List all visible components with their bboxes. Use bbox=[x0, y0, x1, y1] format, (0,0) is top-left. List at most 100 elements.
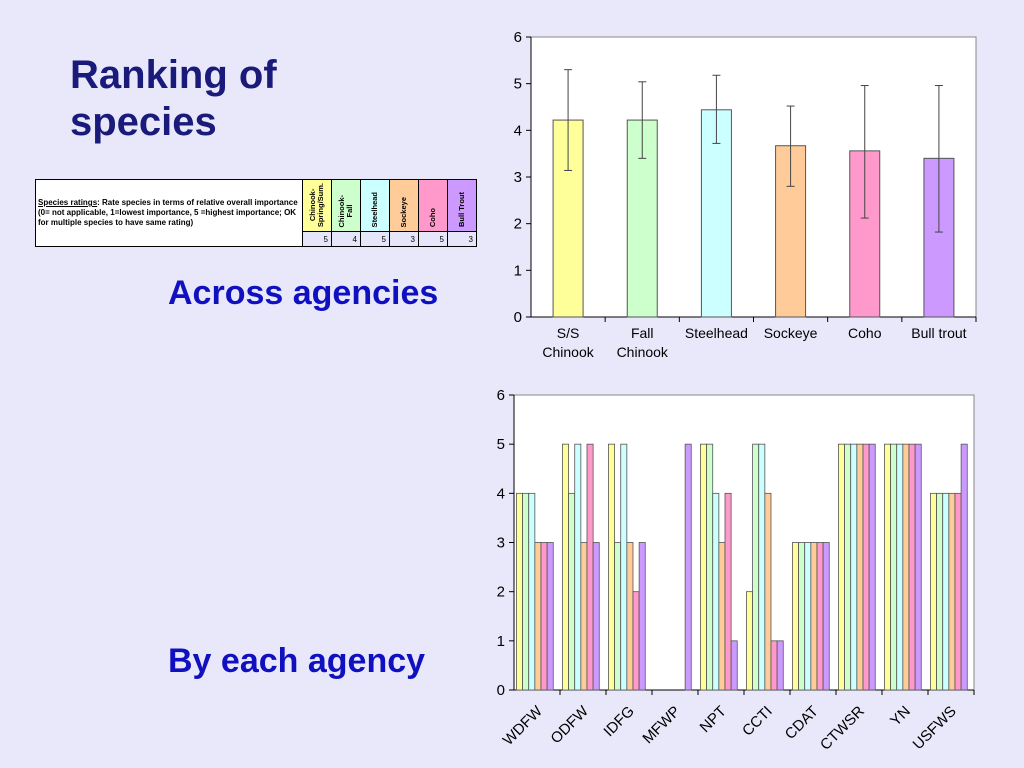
bottom-bar-ccti-1 bbox=[752, 443, 760, 691]
bottom-bar-ctwsr-3 bbox=[856, 443, 864, 691]
bottom-ytick-label: 2 bbox=[497, 584, 505, 601]
bottom-ytick-label: 5 bbox=[497, 436, 505, 453]
slide-title: Ranking of species bbox=[70, 53, 277, 145]
bottom-bar-odfw-5 bbox=[592, 542, 600, 691]
bottom-bar-ctwsr-5 bbox=[868, 443, 876, 691]
bottom-bar-ccti-3 bbox=[764, 492, 772, 691]
bottom-bar-usfws-2 bbox=[942, 492, 950, 691]
header-sockeye: Sockeye bbox=[389, 179, 419, 232]
bottom-ytick-label: 3 bbox=[497, 535, 505, 552]
chart-across-agencies: 0 1 2 3 4 5 6 S/S Chinook Fall Chinook Steelhead Soc… bbox=[514, 29, 977, 360]
subtitle-across-agencies: Across agencies bbox=[168, 274, 439, 312]
bottom-bar-idfg-3 bbox=[626, 542, 634, 691]
bottom-bar-npt-5 bbox=[730, 640, 738, 691]
bottom-bar-wdfw-1 bbox=[522, 492, 530, 691]
bottom-xtick-label: CDAT bbox=[782, 703, 822, 743]
top-ytick-label: 4 bbox=[514, 122, 522, 139]
bottom-bar-yn-4 bbox=[908, 443, 916, 691]
bottom-bar-odfw-2 bbox=[574, 443, 582, 691]
bottom-bar-idfg-4 bbox=[632, 591, 640, 691]
top-ytick-label: 5 bbox=[514, 76, 522, 93]
bottom-bar-cdat-2 bbox=[804, 542, 812, 691]
bottom-bar-ccti-5 bbox=[776, 640, 784, 691]
bottom-ytick-label: 4 bbox=[497, 485, 505, 502]
top-xtick-label: Fall Chinook bbox=[617, 325, 669, 360]
bottom-bar-idfg-0 bbox=[608, 443, 615, 691]
bottom-bar-wdfw-0 bbox=[516, 492, 523, 691]
rating-sockeye: 3 bbox=[389, 231, 419, 247]
top-ytick-label: 6 bbox=[514, 29, 522, 46]
bottom-bar-yn-3 bbox=[902, 443, 910, 691]
header-coho: Coho bbox=[418, 179, 448, 232]
bottom-bar-cdat-4 bbox=[816, 542, 824, 691]
bottom-bar-odfw-1 bbox=[568, 492, 576, 691]
top-xtick-label: Steelhead bbox=[685, 325, 748, 341]
bottom-bar-ccti-2 bbox=[758, 443, 766, 691]
bottom-xtick-label: WDFW bbox=[500, 702, 547, 749]
bottom-bar-usfws-4 bbox=[954, 492, 962, 691]
species-ratings-table: Species ratings: Rate species in terms o… bbox=[35, 179, 477, 247]
bottom-bar-idfg-1 bbox=[614, 542, 622, 691]
bottom-bar-usfws-0 bbox=[930, 492, 937, 691]
bottom-xtick-label: YN bbox=[887, 703, 914, 730]
bottom-bar-odfw-0 bbox=[562, 443, 569, 691]
bottom-xtick-label: NPT bbox=[697, 703, 730, 736]
bottom-bar-idfg-2 bbox=[620, 443, 628, 691]
bottom-bar-usfws-5 bbox=[960, 443, 968, 691]
bottom-bar-cdat-3 bbox=[810, 542, 818, 691]
bottom-bar-cdat-5 bbox=[822, 542, 830, 691]
bottom-bar-wdfw-4 bbox=[540, 542, 548, 691]
bottom-bar-ctwsr-2 bbox=[850, 443, 858, 691]
bottom-bar-mfwp-5 bbox=[684, 443, 692, 691]
header-chinook-fall: Chinook- Fall bbox=[331, 179, 361, 232]
header-chinook-spring-sum: Chinook- Spring/Sum. bbox=[302, 179, 332, 232]
ratings-label: Species ratings bbox=[38, 198, 98, 207]
ratings-description: Species ratings: Rate species in terms o… bbox=[35, 179, 303, 247]
bottom-ytick-label: 1 bbox=[497, 633, 505, 650]
top-xtick-label: Bull trout bbox=[911, 325, 966, 341]
bottom-ytick-label: 6 bbox=[497, 387, 505, 404]
bottom-bar-wdfw-3 bbox=[534, 542, 542, 691]
top-ytick-label: 0 bbox=[514, 309, 522, 326]
rating-chinook-spring-sum: 5 bbox=[302, 231, 332, 247]
bottom-xtick-label: MFWP bbox=[639, 703, 683, 747]
bottom-xtick-label: CCTI bbox=[739, 703, 776, 740]
bottom-bar-odfw-4 bbox=[586, 443, 594, 691]
bottom-bar-yn-2 bbox=[896, 443, 904, 691]
bottom-bar-yn-0 bbox=[884, 443, 891, 691]
bottom-xtick-label: IDFG bbox=[600, 703, 637, 740]
bottom-xtick-label: USFWS bbox=[910, 703, 960, 753]
top-ytick-label: 3 bbox=[514, 169, 522, 186]
bottom-bar-odfw-3 bbox=[580, 542, 588, 691]
bottom-bar-yn-5 bbox=[914, 443, 922, 691]
bottom-bar-ccti-0 bbox=[746, 591, 753, 691]
header-steelhead: Steelhead bbox=[360, 179, 390, 232]
top-xtick-label: Coho bbox=[848, 325, 882, 341]
bottom-xtick-label: CTWSR bbox=[817, 703, 868, 754]
bottom-bar-ctwsr-1 bbox=[844, 443, 852, 691]
bottom-bar-idfg-5 bbox=[638, 542, 646, 691]
bottom-bar-cdat-0 bbox=[792, 542, 799, 691]
top-xtick-label: S/S Chinook bbox=[542, 325, 594, 360]
rating-steelhead: 5 bbox=[360, 231, 390, 247]
header-bull-trout: Bull Trout bbox=[447, 179, 477, 232]
bottom-bar-npt-1 bbox=[706, 443, 714, 691]
bottom-bar-npt-4 bbox=[724, 492, 732, 691]
bottom-bar-ctwsr-4 bbox=[862, 443, 870, 691]
rating-chinook-fall: 4 bbox=[331, 231, 361, 247]
top-xtick-label: Sockeye bbox=[764, 325, 818, 341]
bottom-bar-ctwsr-0 bbox=[838, 443, 845, 691]
bottom-bar-wdfw-5 bbox=[546, 542, 554, 691]
bottom-bar-usfws-3 bbox=[948, 492, 956, 691]
ratings-instructions: : Rate species in terms of relative over… bbox=[38, 198, 298, 227]
top-plot-area bbox=[530, 36, 977, 318]
bottom-bar-ccti-4 bbox=[770, 640, 778, 691]
bottom-bar-cdat-1 bbox=[798, 542, 806, 691]
bottom-bar-npt-0 bbox=[700, 443, 707, 691]
bottom-bar-wdfw-2 bbox=[528, 492, 536, 691]
rating-bull-trout: 3 bbox=[447, 231, 477, 247]
top-ytick-label: 2 bbox=[514, 216, 522, 233]
bottom-bar-yn-1 bbox=[890, 443, 898, 691]
top-ytick-label: 1 bbox=[514, 262, 522, 279]
